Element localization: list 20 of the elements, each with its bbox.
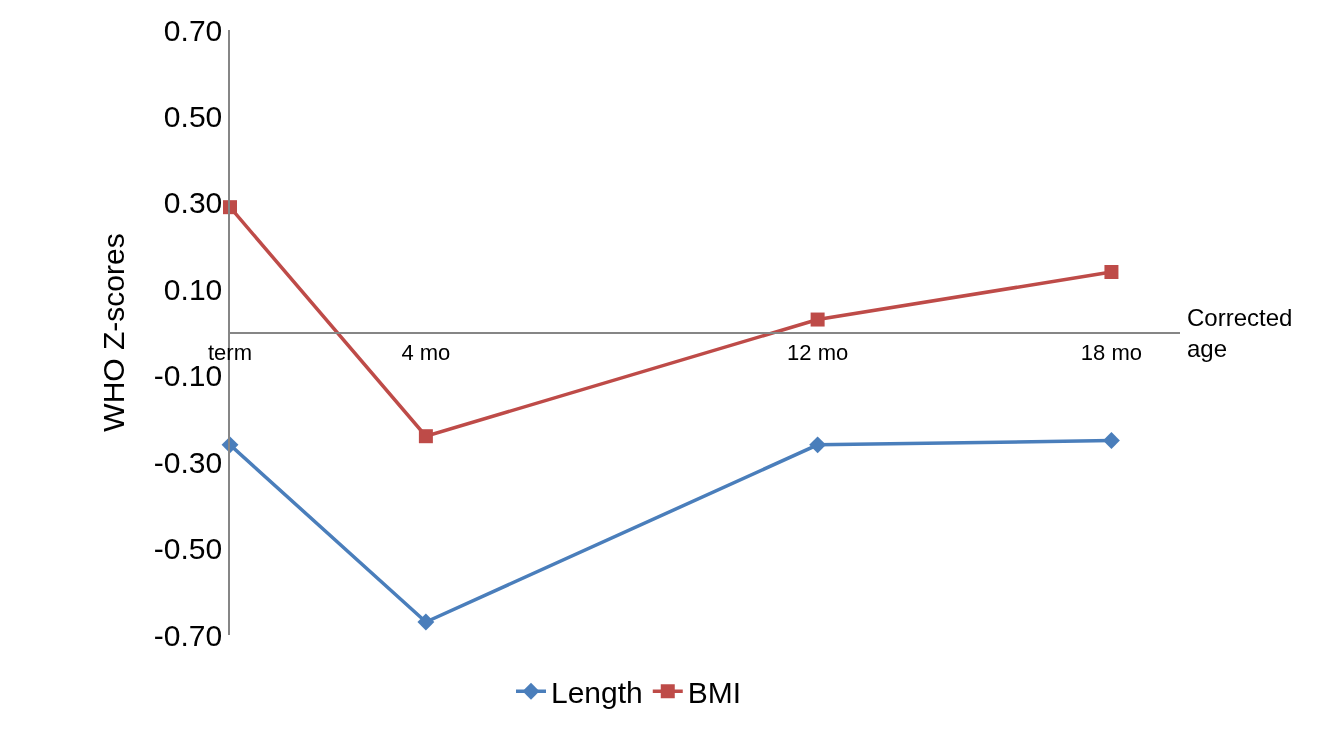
legend-label: BMI — [687, 675, 742, 709]
y-tick-label: -0.30 — [153, 445, 223, 479]
y-tick-label: 0.30 — [163, 186, 223, 220]
point — [418, 429, 433, 444]
point — [1104, 265, 1119, 279]
x-axis-title: Corrected age — [1187, 304, 1293, 363]
y-tick-label: 0.70 — [163, 13, 223, 47]
point — [417, 613, 435, 631]
x-tick-label: 12 mo — [787, 339, 849, 365]
y-tick-label: -0.70 — [153, 618, 223, 652]
point — [810, 312, 825, 327]
x-tick-label: 4 mo — [401, 339, 451, 365]
y-axis-title: WHO Z-scores — [97, 233, 131, 432]
y-tick-label: 0.50 — [163, 99, 223, 133]
x-tick-label: 18 mo — [1080, 339, 1143, 365]
y-tick-label: 0.10 — [163, 272, 223, 306]
point — [809, 436, 827, 454]
point — [1102, 432, 1120, 449]
legend-label: Length — [551, 675, 643, 709]
y-tick-label: -0.50 — [153, 532, 223, 566]
